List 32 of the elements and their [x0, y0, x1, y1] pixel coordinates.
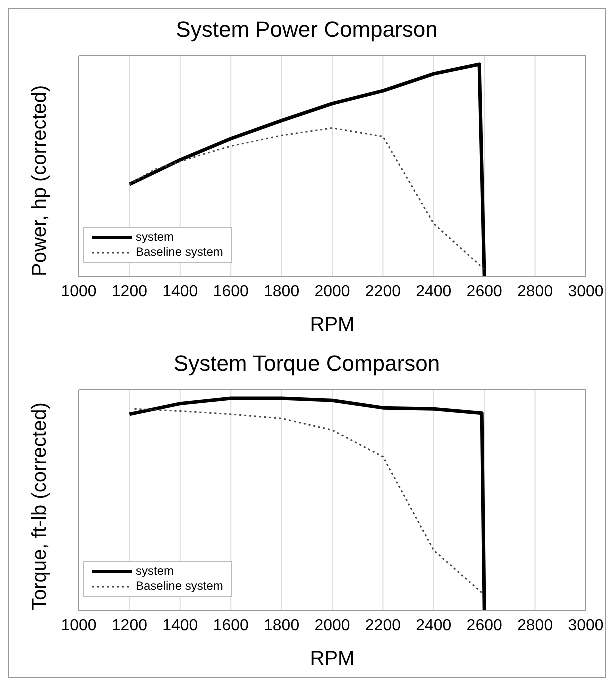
x-axis-title: RPM [310, 314, 355, 336]
legend-label: Baseline system [136, 579, 224, 594]
x-tick-label: 2000 [314, 617, 350, 634]
x-tick-label: 2800 [518, 283, 554, 300]
x-tick-label: 2600 [466, 617, 502, 634]
x-tick-label: 2400 [416, 617, 452, 634]
x-tick-label: 1600 [213, 283, 249, 300]
x-tick-label: 2800 [518, 617, 554, 634]
x-tick-label: 1400 [162, 617, 198, 634]
x-tick-label: 3000 [568, 617, 604, 634]
legend-label: system [136, 230, 174, 245]
x-tick-label: 2000 [314, 283, 350, 300]
x-tick-label: 2200 [365, 617, 402, 634]
x-tick-label: 2200 [365, 283, 402, 300]
x-tick-label: 1000 [61, 283, 97, 300]
x-tick-label: 1400 [162, 283, 198, 300]
chart-title: System Torque Comparson [172, 350, 442, 378]
x-tick-label: 2400 [416, 283, 452, 300]
x-tick-label: 1800 [264, 283, 300, 300]
x-tick-label: 1800 [264, 617, 300, 634]
x-tick-label: 1200 [112, 617, 148, 634]
legend-label: system [136, 564, 174, 579]
x-tick-label: 3000 [568, 283, 604, 300]
x-axis-title: RPM [310, 648, 355, 670]
x-tick-label: 1600 [213, 617, 249, 634]
x-tick-label: 1200 [112, 283, 148, 300]
y-axis-title: Torque, ft-lb (corrected) [29, 402, 52, 610]
y-axis-title: Power, hp (corrected) [29, 85, 52, 276]
chart-title: System Power Comparson [175, 16, 439, 44]
x-tick-label: 1000 [61, 617, 97, 634]
legend-label: Baseline system [136, 245, 224, 260]
x-tick-label: 2600 [466, 283, 502, 300]
